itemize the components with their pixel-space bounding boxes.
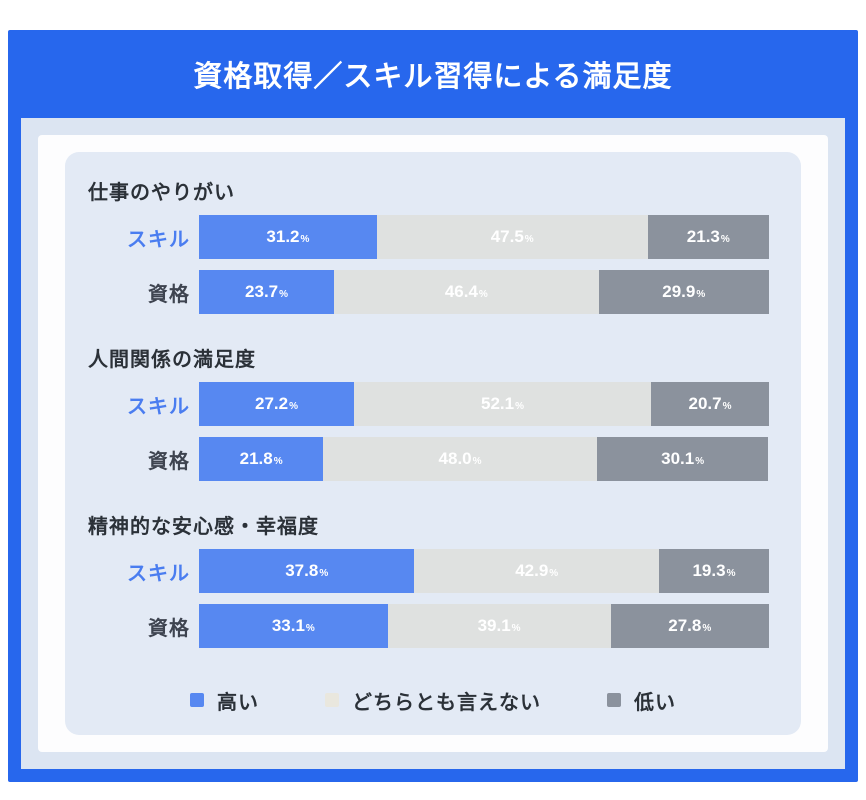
legend-label-neutral: どちらとも言えない — [352, 691, 541, 714]
bar-row: スキル 31.2% 47.5% 21.3% — [65, 215, 801, 259]
segment-percent-sign: % — [720, 234, 730, 245]
bar-segment: 21.3% — [647, 215, 769, 259]
legend-label-high: 高い — [217, 691, 259, 714]
segment-value: 19.3 — [692, 561, 726, 580]
bar-segment: 46.4% — [334, 270, 599, 314]
segment-value: 47.5 — [490, 227, 524, 246]
legend-item-low: 低い — [607, 686, 676, 715]
bar-segment: 20.7% — [651, 382, 769, 426]
row-label: 資格 — [148, 283, 190, 306]
bar-row: 資格 23.7% 46.4% 29.9% — [65, 270, 801, 314]
segment-percent-sign: % — [478, 289, 488, 300]
segment-value: 27.2 — [255, 394, 289, 413]
legend-swatch-neutral — [325, 693, 339, 707]
row-label: 資格 — [148, 617, 190, 640]
group-title: 仕事のやりがい — [88, 182, 235, 204]
bar-chart: 仕事のやりがい スキル 31.2% 47.5% 21.3% 資格 23.7% 46.4% 29.… — [65, 180, 801, 648]
row-label: スキル — [127, 395, 190, 418]
bar-segment: 39.1% — [387, 604, 611, 648]
bar-row: 資格 21.8% 48.0% 30.1% — [65, 437, 801, 481]
segment-value: 27.8 — [668, 616, 702, 635]
segment-percent-sign: % — [300, 234, 310, 245]
chart-legend: 高い どちらとも言えない 低い — [65, 686, 801, 715]
bar-segment: 27.8% — [610, 604, 769, 648]
segment-value: 21.3 — [686, 227, 720, 246]
stacked-bar: 23.7% 46.4% 29.9% — [199, 270, 769, 314]
legend-swatch-high — [190, 693, 204, 707]
bar-segment: 27.2% — [199, 382, 355, 426]
segment-percent-sign: % — [549, 568, 559, 579]
segment-value: 33.1 — [271, 616, 305, 635]
row-label: スキル — [127, 228, 190, 251]
stacked-bar: 37.8% 42.9% 19.3% — [199, 549, 769, 593]
bar-segment: 23.7% — [199, 270, 335, 314]
segment-percent-sign: % — [696, 289, 706, 300]
stacked-bar: 21.8% 48.0% 30.1% — [199, 437, 769, 481]
bar-segment: 31.2% — [199, 215, 377, 259]
bar-segment: 48.0% — [323, 437, 597, 481]
segment-value: 31.2 — [266, 227, 300, 246]
bar-segment: 37.8% — [199, 549, 415, 593]
bar-segment: 21.8% — [199, 437, 324, 481]
segment-percent-sign: % — [305, 623, 315, 634]
bar-row: スキル 37.8% 42.9% 19.3% — [65, 549, 801, 593]
page-title: 資格取得／スキル習得による満足度 — [193, 61, 673, 93]
segment-percent-sign: % — [472, 456, 482, 467]
segment-value: 29.9 — [662, 282, 696, 301]
segment-percent-sign: % — [319, 568, 329, 579]
segment-value: 20.7 — [688, 394, 722, 413]
legend-item-high: 高い — [190, 686, 259, 715]
segment-percent-sign: % — [702, 623, 712, 634]
legend-item-neutral: どちらとも言えない — [325, 686, 541, 715]
segment-value: 21.8 — [239, 449, 273, 468]
stacked-bar: 31.2% 47.5% 21.3% — [199, 215, 769, 259]
group-title: 精神的な安心感・幸福度 — [88, 516, 319, 538]
bar-segment: 19.3% — [658, 549, 769, 593]
segment-percent-sign: % — [279, 289, 289, 300]
segment-value: 30.1 — [661, 449, 695, 468]
stacked-bar: 27.2% 52.1% 20.7% — [199, 382, 769, 426]
row-label: スキル — [127, 562, 190, 585]
segment-value: 52.1 — [481, 394, 515, 413]
bar-segment: 30.1% — [596, 437, 769, 481]
bar-segment: 33.1% — [199, 604, 388, 648]
segment-value: 48.0 — [438, 449, 472, 468]
bar-segment: 47.5% — [376, 215, 648, 259]
legend-swatch-low — [607, 693, 621, 707]
chart-panel: 仕事のやりがい スキル 31.2% 47.5% 21.3% 資格 23.7% 46.4% 29.… — [65, 152, 801, 735]
bar-segment: 52.1% — [354, 382, 651, 426]
segment-value: 39.1 — [477, 616, 511, 635]
infographic-card: 資格取得／スキル習得による満足度 仕事のやりがい スキル 31.2% 47.5% 21.… — [8, 30, 858, 782]
segment-percent-sign: % — [722, 401, 732, 412]
bar-segment: 42.9% — [414, 549, 659, 593]
segment-value: 42.9 — [515, 561, 549, 580]
segment-percent-sign: % — [289, 401, 299, 412]
bar-row: スキル 27.2% 52.1% 20.7% — [65, 382, 801, 426]
segment-percent-sign: % — [515, 401, 525, 412]
segment-percent-sign: % — [273, 456, 283, 467]
card-header: 資格取得／スキル習得による満足度 — [8, 30, 858, 118]
card-inner: 仕事のやりがい スキル 31.2% 47.5% 21.3% 資格 23.7% 46.4% 29.… — [21, 118, 845, 769]
stacked-bar: 33.1% 39.1% 27.8% — [199, 604, 769, 648]
segment-percent-sign: % — [524, 234, 534, 245]
group-title: 人間関係の満足度 — [88, 349, 256, 371]
segment-percent-sign: % — [726, 568, 736, 579]
bar-segment: 29.9% — [598, 270, 769, 314]
white-panel: 仕事のやりがい スキル 31.2% 47.5% 21.3% 資格 23.7% 46.4% 29.… — [38, 135, 828, 752]
legend-label-low: 低い — [634, 691, 676, 714]
row-label: 資格 — [148, 450, 190, 473]
segment-percent-sign: % — [695, 456, 705, 467]
segment-value: 46.4 — [444, 282, 478, 301]
segment-percent-sign: % — [511, 623, 521, 634]
segment-value: 23.7 — [245, 282, 279, 301]
segment-value: 37.8 — [285, 561, 319, 580]
bar-row: 資格 33.1% 39.1% 27.8% — [65, 604, 801, 648]
